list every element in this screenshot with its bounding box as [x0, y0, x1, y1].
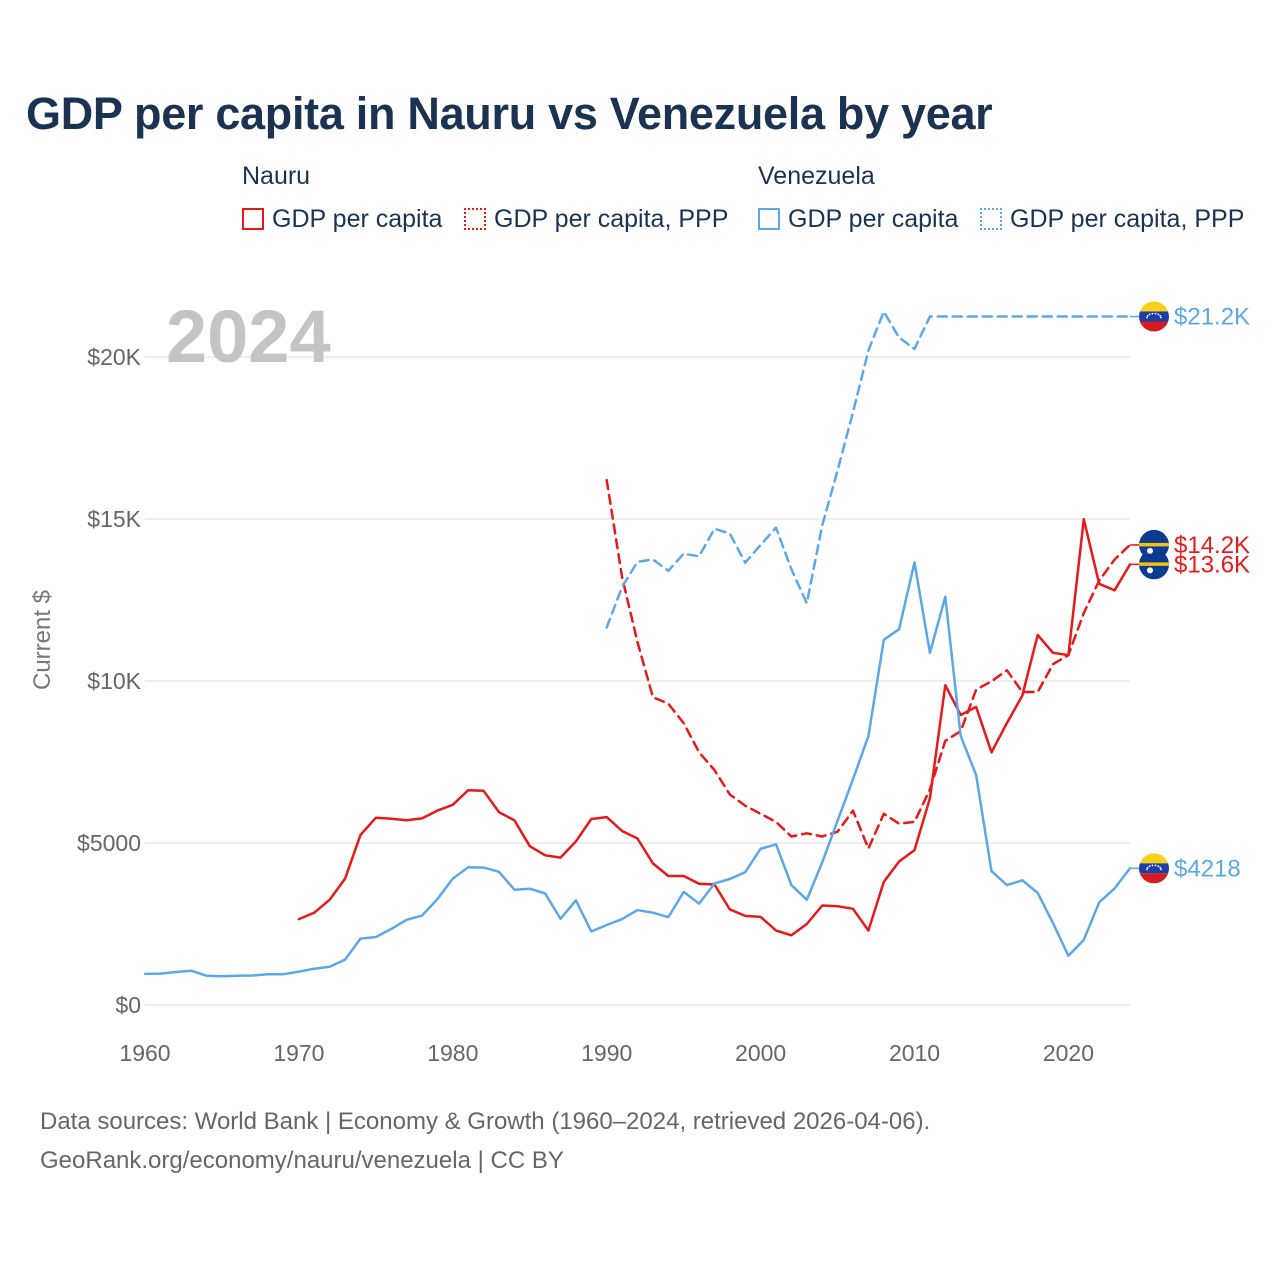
- x-tick-label: 1960: [119, 1040, 170, 1066]
- legend-item-label: GDP per capita, PPP: [1010, 204, 1245, 233]
- legend-group-venezuela: Venezuela: [758, 162, 875, 190]
- x-tick-label: 1980: [427, 1040, 478, 1066]
- end-value-label: $13.6K: [1174, 551, 1250, 578]
- y-tick-label: $0: [115, 992, 141, 1018]
- y-axis-label: Current $: [29, 590, 56, 690]
- line-chart: 2024 Current $ $0$5000$10K$15K$20K 1960 1…: [29, 295, 1250, 1066]
- legend-group-nauru: Nauru: [242, 162, 311, 190]
- x-tick-label: 2020: [1043, 1040, 1094, 1066]
- legend-swatch-solid-blue: [758, 208, 780, 230]
- footer-credit: GeoRank.org/economy/nauru/venezuela | CC…: [40, 1147, 564, 1174]
- series-line-venezuela-gdp: [143, 561, 1132, 978]
- legend-item-venezuela-ppp[interactable]: GDP per capita, PPP: [980, 203, 1244, 235]
- flag-nauru-icon: [1139, 529, 1169, 560]
- flag-venezuela-icon: [1139, 301, 1169, 332]
- x-tick-label: 2000: [735, 1040, 786, 1066]
- footer-sources: Data sources: World Bank | Economy & Gro…: [40, 1108, 931, 1135]
- series-line-venezuela-ppp: [605, 310, 1132, 629]
- x-tick-label: 1970: [273, 1040, 324, 1066]
- legend-item-label: GDP per capita: [788, 204, 959, 233]
- end-value-label: $14.2K: [1174, 532, 1250, 559]
- legend-item-label: GDP per capita: [272, 204, 443, 233]
- end-value-label: $21.2K: [1174, 304, 1250, 331]
- legend-swatch-dotted-blue: [980, 208, 1002, 230]
- y-tick-label: $15K: [87, 506, 141, 532]
- legend-swatch-dotted-red: [464, 208, 486, 230]
- y-tick-label: $10K: [87, 668, 141, 694]
- legend-item-nauru-ppp[interactable]: GDP per capita, PPP: [464, 203, 728, 235]
- flag-venezuela-icon: [1139, 853, 1169, 884]
- legend-item-venezuela-gdp[interactable]: GDP per capita: [758, 203, 958, 235]
- y-axis-ticks: $0 $5000 $10K $15K $20K: [77, 344, 142, 1018]
- y-tick-label: $5000: [77, 830, 141, 856]
- x-axis-ticks: 1960 1970 1980 1990 2000 2010 2020: [119, 1040, 1094, 1066]
- legend-item-nauru-gdp[interactable]: GDP per capita: [242, 203, 442, 235]
- grid: [145, 356, 1130, 1006]
- year-watermark: 2024: [166, 295, 331, 378]
- end-markers: $13.6K$14.2K $4218 $21.2K: [1130, 301, 1250, 884]
- legend-swatch-solid-red: [242, 208, 264, 230]
- series-line-nauru-ppp: [605, 478, 1132, 850]
- series-lines: [143, 310, 1132, 978]
- x-tick-label: 1990: [581, 1040, 632, 1066]
- end-value-label: $4218: [1174, 855, 1241, 882]
- legend-item-label: GDP per capita, PPP: [494, 204, 729, 233]
- series-line-nauru-gdp: [297, 518, 1132, 937]
- y-tick-label: $20K: [87, 344, 141, 370]
- x-tick-label: 2010: [889, 1040, 940, 1066]
- chart-title: GDP per capita in Nauru vs Venezuela by …: [26, 88, 993, 139]
